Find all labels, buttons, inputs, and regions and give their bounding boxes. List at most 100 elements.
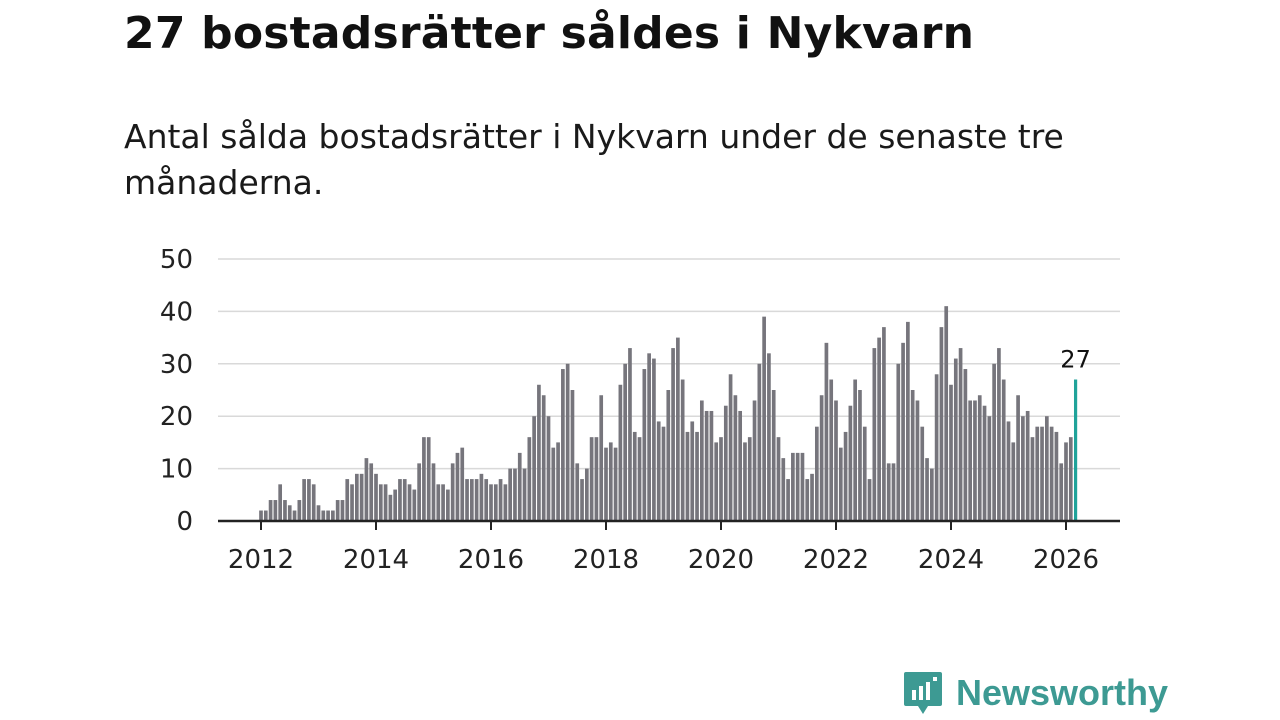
- bar: [537, 384, 541, 521]
- bar: [359, 473, 364, 521]
- x-tick-label: 2012: [228, 545, 294, 575]
- bar: [906, 321, 910, 521]
- bar: [896, 363, 901, 521]
- bar: [350, 484, 354, 521]
- bar: [723, 405, 728, 521]
- bar: [795, 452, 800, 521]
- bar: [709, 410, 714, 521]
- bar: [910, 390, 915, 521]
- bar: [862, 426, 867, 521]
- bar: [575, 463, 580, 521]
- bar: [398, 479, 402, 521]
- bar: [882, 327, 886, 521]
- bar: [556, 442, 560, 521]
- bar: [1025, 410, 1030, 521]
- brand-logo: Newsworthy: [902, 670, 1168, 716]
- bar: [608, 442, 613, 521]
- highlight-label: 27: [1060, 346, 1091, 374]
- bar: [929, 468, 934, 521]
- bar: [685, 431, 690, 521]
- bar: [388, 494, 393, 521]
- bar: [278, 484, 283, 521]
- x-tick-label: 2024: [918, 545, 984, 575]
- bar: [263, 510, 268, 521]
- bar: [680, 379, 685, 521]
- bar: [407, 484, 412, 521]
- bar: [1064, 442, 1068, 521]
- bar: [604, 447, 608, 521]
- bar: [714, 442, 719, 521]
- bar: [992, 363, 996, 521]
- bar: [546, 416, 551, 521]
- bar: [364, 458, 369, 521]
- bar: [345, 479, 350, 521]
- bar: [522, 468, 527, 521]
- bar: [647, 353, 651, 521]
- bar: [412, 489, 417, 521]
- bar: [1059, 463, 1064, 521]
- bar: [886, 463, 891, 521]
- bar: [1044, 416, 1049, 521]
- bar: [335, 500, 340, 521]
- bar: [469, 479, 474, 521]
- chart-subtitle: Antal sålda bostadsrätter i Nykvarn unde…: [124, 117, 1064, 202]
- bar: [805, 479, 810, 521]
- bar: [997, 348, 1001, 521]
- bar: [584, 468, 589, 521]
- x-tick-label: 2026: [1033, 545, 1099, 575]
- x-tick-label: 2016: [458, 545, 524, 575]
- bar: [728, 374, 733, 521]
- bar: [853, 379, 858, 521]
- bar: [493, 484, 498, 521]
- y-tick-label: 20: [160, 402, 193, 432]
- chart-title: 27 bostadsrätter såldes i Nykvarn: [124, 8, 975, 59]
- bar: [623, 363, 628, 521]
- bar: [589, 437, 594, 521]
- bar: [331, 510, 335, 521]
- bar: [503, 484, 508, 521]
- bar: [455, 452, 460, 521]
- bar: [743, 442, 747, 521]
- bar: [580, 479, 584, 521]
- bar: [934, 374, 939, 521]
- y-tick-label: 10: [160, 455, 193, 485]
- bar: [450, 463, 455, 521]
- bar: [307, 479, 311, 521]
- bar: [479, 473, 484, 521]
- bar: [426, 437, 431, 521]
- bar: [402, 479, 407, 521]
- bar: [666, 390, 671, 521]
- bar: [695, 431, 699, 521]
- bar: [340, 500, 345, 521]
- bar: [436, 484, 441, 521]
- bar: [287, 505, 292, 521]
- bar: [800, 452, 805, 521]
- y-tick-label: 0: [176, 507, 193, 537]
- bar: [699, 400, 704, 521]
- bar: [752, 400, 757, 521]
- bar: [944, 306, 949, 521]
- bar: [738, 410, 743, 521]
- bar: [719, 437, 723, 521]
- bar: [354, 473, 359, 521]
- bar: [642, 369, 647, 521]
- bar: [565, 363, 570, 521]
- x-tick-label: 2014: [343, 545, 409, 575]
- bar: [915, 400, 920, 521]
- bar: [474, 479, 479, 521]
- bar: [690, 421, 695, 521]
- bar: [431, 463, 436, 521]
- bar-highlight: [1073, 379, 1078, 521]
- bar: [460, 447, 465, 521]
- bar: [1049, 426, 1054, 521]
- bar: [513, 468, 517, 521]
- bar: [953, 358, 958, 521]
- bar: [958, 348, 963, 521]
- bar: [747, 437, 752, 521]
- bar: [570, 390, 575, 521]
- bar: [661, 426, 666, 521]
- bar: [489, 484, 493, 521]
- bar: [369, 463, 374, 521]
- bar: [920, 426, 925, 521]
